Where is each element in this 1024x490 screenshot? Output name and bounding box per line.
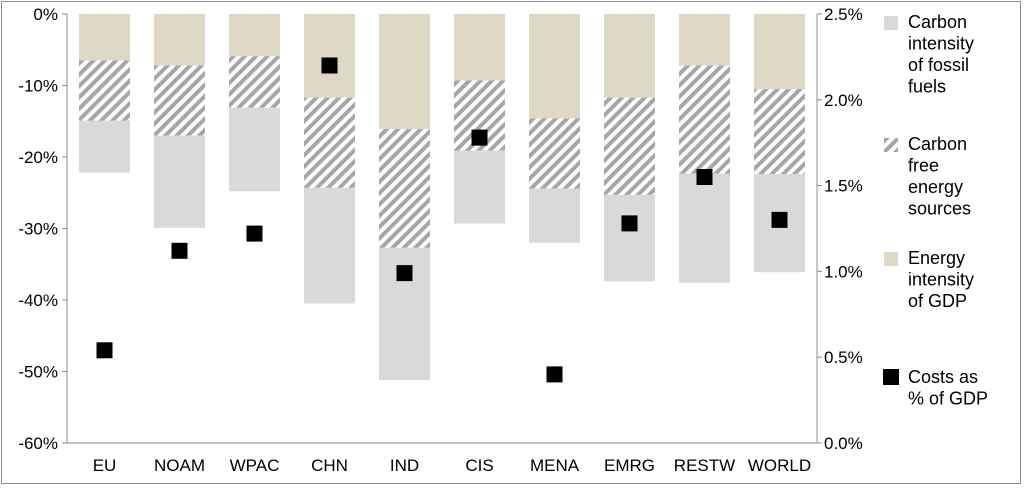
bar-cis-energy-intensity-of-gdp: [454, 14, 505, 81]
legend-swatch-costs-as-of-gdp: [883, 369, 899, 385]
axes-layer: EU NOAM WPAC CHN IND CIS MENA EMRG RESTW WORLD 0% -…: [18, 5, 862, 475]
legend-swatch-carbon-free-energy-sources: [884, 138, 898, 152]
bar-ind-energy-intensity-of-gdp: [379, 14, 430, 130]
left-tick-label: -60%: [18, 434, 58, 453]
legend-label-carbon-free-energy-sources: free: [908, 156, 939, 176]
x-tick-label-eu: EU: [93, 456, 117, 475]
legend-swatch-carbon-intensity-of-fossil-fuels: [884, 16, 898, 30]
legend-label-carbon-free-energy-sources: Carbon: [908, 134, 967, 154]
right-tick-label: 2.5%: [824, 5, 863, 24]
bar-emrg-carbon-intensity-of-fossil-fuels: [604, 194, 655, 282]
bar-eu-energy-intensity-of-gdp: [79, 14, 130, 61]
legend-label-carbon-intensity-of-fossil-fuels: intensity: [908, 34, 974, 54]
bar-mena-energy-intensity-of-gdp: [529, 14, 580, 119]
bar-eu-carbon-free-energy-sources: [79, 60, 130, 121]
bar-cis-carbon-intensity-of-fossil-fuels: [454, 150, 505, 224]
x-tick-label-noam: NOAM: [154, 456, 205, 475]
legend-label-carbon-intensity-of-fossil-fuels: fuels: [908, 77, 946, 97]
cost-point-eu: [96, 342, 113, 359]
bar-chn-carbon-intensity-of-fossil-fuels: [304, 187, 355, 304]
bar-noam-carbon-free-energy-sources: [154, 65, 205, 136]
legend-label-costs-as-of-gdp: % of GDP: [908, 389, 988, 409]
legend-label-carbon-free-energy-sources: sources: [908, 199, 971, 219]
bar-chn-energy-intensity-of-gdp: [304, 14, 355, 98]
legend-label-energy-intensity-of-gdp: intensity: [908, 270, 974, 290]
bar-noam-energy-intensity-of-gdp: [154, 14, 205, 66]
left-tick-label: -50%: [18, 363, 58, 382]
legend-label-costs-as-of-gdp: Costs as: [908, 367, 978, 387]
points-layer: [96, 57, 788, 383]
cost-point-chn: [321, 57, 338, 74]
x-tick-label-wpac: WPAC: [230, 456, 280, 475]
cost-point-ind: [396, 265, 413, 282]
cost-point-noam: [171, 242, 188, 259]
right-tick-label: 1.5%: [824, 177, 863, 196]
bar-world-carbon-free-energy-sources: [754, 89, 805, 175]
cost-point-emrg: [621, 215, 638, 232]
x-tick-label-restw: RESTW: [674, 456, 735, 475]
legend-label-energy-intensity-of-gdp: Energy: [908, 248, 965, 268]
bar-mena-carbon-free-energy-sources: [529, 118, 580, 189]
bar-ind-carbon-free-energy-sources: [379, 129, 430, 248]
left-tick-label: -10%: [18, 77, 58, 96]
x-tick-label-chn: CHN: [311, 456, 348, 475]
bar-chn-carbon-free-energy-sources: [304, 97, 355, 188]
x-tick-label-ind: IND: [390, 456, 419, 475]
bar-restw-carbon-intensity-of-fossil-fuels: [679, 173, 730, 283]
bar-wpac-carbon-intensity-of-fossil-fuels: [229, 107, 280, 192]
bar-world-energy-intensity-of-gdp: [754, 14, 805, 90]
legend-label-carbon-intensity-of-fossil-fuels: of fossil: [908, 55, 969, 75]
legend-label-carbon-free-energy-sources: energy: [908, 177, 963, 197]
legend-swatch-energy-intensity-of-gdp: [884, 252, 898, 266]
bar-wpac-carbon-free-energy-sources: [229, 56, 280, 108]
bar-noam-carbon-intensity-of-fossil-fuels: [154, 135, 205, 228]
cost-point-mena: [546, 366, 563, 383]
bar-eu-carbon-intensity-of-fossil-fuels: [79, 120, 130, 173]
left-tick-label: 0%: [33, 5, 58, 24]
right-tick-label: 0.0%: [824, 434, 863, 453]
right-tick-label: 2.0%: [824, 91, 863, 110]
x-tick-label-emrg: EMRG: [604, 456, 655, 475]
left-tick-label: -30%: [18, 220, 58, 239]
bar-emrg-carbon-free-energy-sources: [604, 97, 655, 195]
x-tick-label-mena: MENA: [530, 456, 580, 475]
x-tick-label-cis: CIS: [465, 456, 493, 475]
bar-restw-energy-intensity-of-gdp: [679, 14, 730, 66]
cost-point-restw: [696, 169, 713, 185]
legend-label-energy-intensity-of-gdp: of GDP: [908, 291, 967, 311]
right-tick-label: 0.5%: [824, 348, 863, 367]
right-tick-label: 1.0%: [824, 262, 863, 281]
left-tick-label: -20%: [18, 148, 58, 167]
x-tick-label-world: WORLD: [748, 456, 811, 475]
bar-restw-carbon-free-energy-sources: [679, 65, 730, 174]
cost-point-wpac: [246, 225, 263, 242]
cost-point-world: [771, 211, 788, 228]
bar-emrg-energy-intensity-of-gdp: [604, 14, 655, 98]
bars-layer: [79, 14, 805, 381]
legend-label-carbon-intensity-of-fossil-fuels: Carbon: [908, 12, 967, 32]
cost-point-cis: [471, 129, 488, 146]
bar-mena-carbon-intensity-of-fossil-fuels: [529, 188, 580, 243]
bar-wpac-energy-intensity-of-gdp: [229, 14, 280, 57]
left-tick-label: -40%: [18, 291, 58, 310]
